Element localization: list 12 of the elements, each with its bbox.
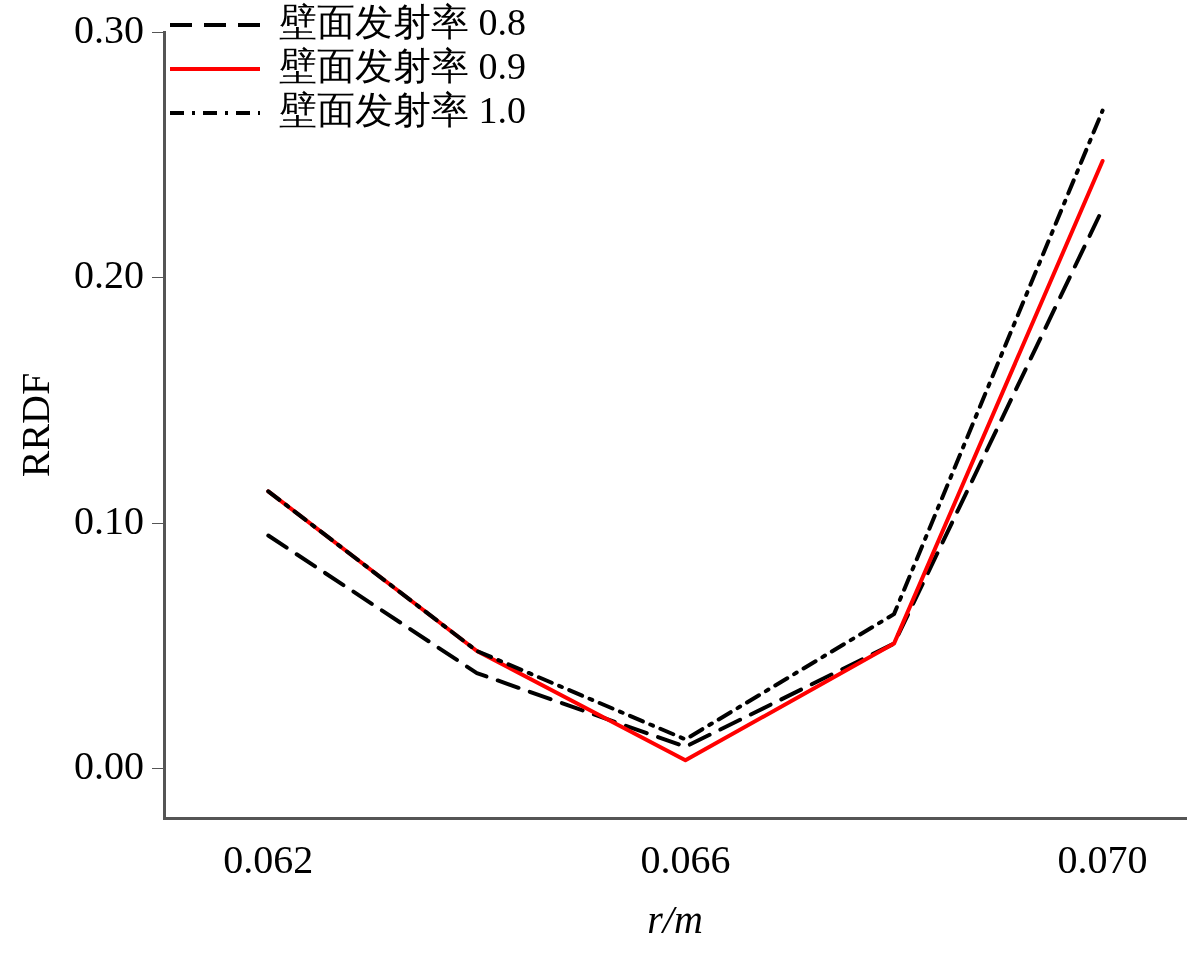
x-tick-label: 0.070 bbox=[1057, 836, 1148, 882]
x-tick-label: 0.062 bbox=[223, 836, 314, 882]
y-tick-label: 0.00 bbox=[74, 743, 144, 789]
y-tick-label: 0.30 bbox=[74, 6, 144, 52]
legend-label: 壁面发射率 1.0 bbox=[279, 88, 526, 131]
y-tick-label: 0.10 bbox=[74, 497, 144, 543]
x-axis-title: r/m bbox=[647, 896, 703, 942]
y-axis-title: RRDF bbox=[12, 372, 58, 478]
legend-label: 壁面发射率 0.9 bbox=[279, 44, 526, 87]
y-tick-label: 0.20 bbox=[74, 252, 144, 298]
legend-label: 壁面发射率 0.8 bbox=[279, 0, 526, 43]
x-tick-label: 0.066 bbox=[640, 836, 731, 882]
